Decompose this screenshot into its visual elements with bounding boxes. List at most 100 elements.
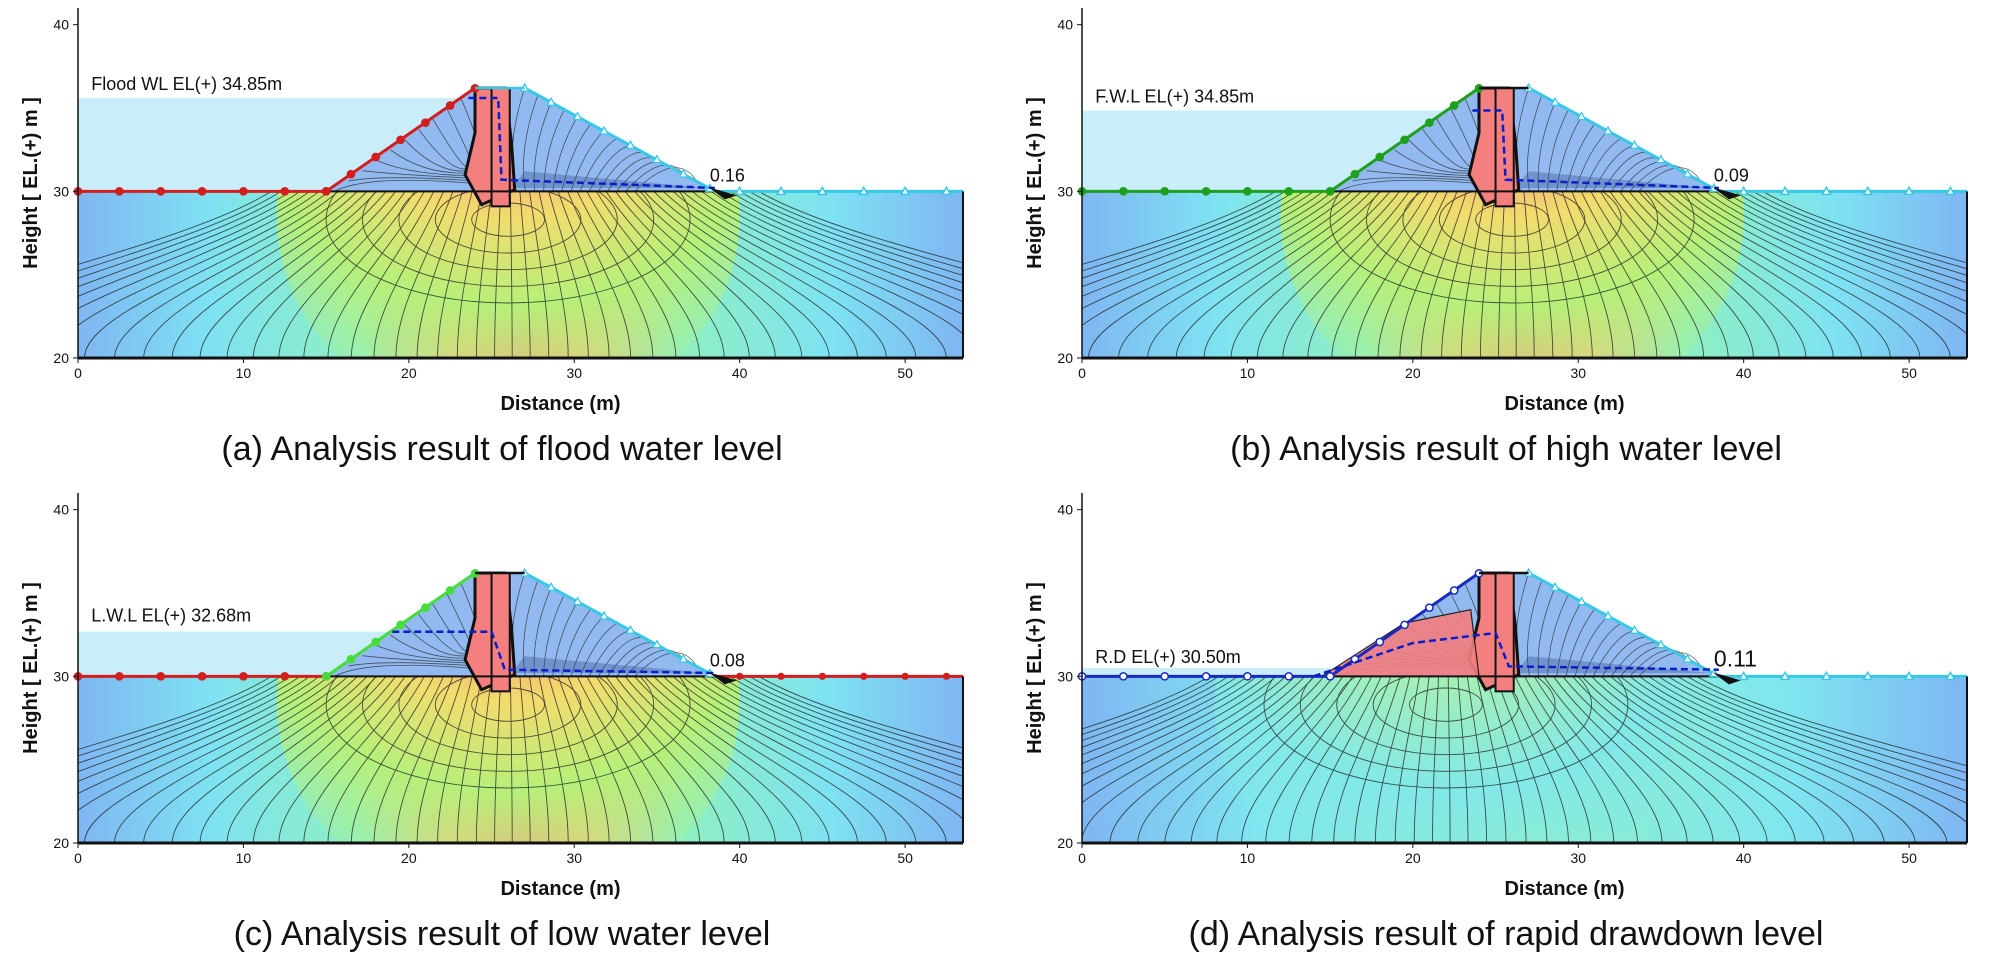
slope-node [1375, 637, 1385, 647]
x-tick-label: 50 [1901, 365, 1917, 381]
panel-low-water-level: 0 10 20 30 40 50 20 30 40 Distance (m) Height [ EL… [0, 485, 1004, 970]
bulb-contour [1263, 676, 1629, 789]
contour-lines [78, 191, 963, 358]
x-tick-label: 50 [1901, 850, 1917, 866]
toe-shade [511, 656, 707, 673]
y-tick-label: 40 [53, 502, 69, 518]
boundary-node [1945, 670, 1956, 681]
x-tick-label: 30 [566, 850, 582, 866]
slope-node [346, 654, 356, 664]
slope-node [651, 639, 663, 649]
y-tick-label: 20 [53, 835, 69, 851]
bulb-contour [1299, 676, 1592, 772]
slope-node [1602, 610, 1614, 620]
x-tick-label: 40 [732, 365, 748, 381]
foundation-layer [78, 191, 963, 358]
x-axis-title: Distance (m) [1504, 878, 1624, 900]
exit-gradient-label: 0.16 [710, 165, 745, 185]
slope-node [421, 603, 430, 613]
slope-node [371, 637, 381, 647]
y-tick-label: 30 [53, 183, 69, 199]
boundary-node [1903, 185, 1915, 196]
boundary-node [1945, 185, 1956, 196]
slope-node [1325, 186, 1335, 196]
contour-lines [1082, 191, 1967, 358]
y-tick-label: 20 [1057, 835, 1073, 851]
boundary-node [156, 671, 166, 681]
boundary-node [1779, 670, 1791, 681]
slope-node [545, 97, 557, 106]
boundary-node [1284, 671, 1294, 681]
slope-node [396, 620, 405, 630]
foundation-layer [78, 676, 963, 843]
exit-gradient-label: 0.11 [1714, 645, 1757, 671]
boundary-node [818, 672, 826, 680]
boundary-node [1779, 185, 1791, 196]
boundary-node [1201, 186, 1211, 196]
boundary-node [775, 185, 787, 196]
slope-node [445, 586, 455, 595]
boundary-node [1201, 671, 1211, 681]
panel-caption: (a) Analysis result of flood water level [221, 430, 783, 468]
slope-node [346, 169, 356, 179]
bulb-contour [398, 676, 618, 756]
boundary-node [239, 671, 248, 681]
slope-node [1576, 111, 1587, 121]
bulb-contour [398, 191, 618, 271]
boundary-node [1119, 671, 1128, 681]
panel-high-water-level: 0 10 20 30 40 50 20 30 40 Distance (m) Height [ EL… [1004, 0, 2008, 485]
water-level-label: F.W.L EL(+) 34.85m [1095, 87, 1254, 107]
slope-node [1655, 154, 1667, 164]
y-tick-label: 40 [53, 17, 69, 33]
slope-node [1576, 596, 1587, 606]
boundary-node [1243, 186, 1252, 196]
pore-pressure-field [276, 676, 740, 843]
slope-node [678, 653, 689, 663]
boundary-node [1119, 186, 1128, 196]
bulb-contour [325, 676, 691, 789]
slope-node [572, 111, 583, 121]
boundary-node [777, 672, 785, 680]
boundary-node [1738, 185, 1749, 196]
boundary-node [736, 672, 744, 680]
x-tick-label: 0 [1078, 365, 1086, 381]
boundary-node [239, 186, 248, 196]
foundation-layer [1082, 191, 1967, 358]
toe-shade [511, 171, 707, 188]
toe-shade [1515, 171, 1711, 188]
boundary-node [197, 186, 207, 196]
x-tick-label: 10 [1240, 365, 1256, 381]
x-tick-label: 30 [1570, 365, 1586, 381]
bulb-contour [1438, 191, 1586, 254]
x-tick-label: 20 [1405, 365, 1421, 381]
slope-node [1325, 671, 1335, 681]
bulb-contour [434, 676, 582, 739]
boundary-node [280, 186, 290, 196]
x-tick-label: 20 [401, 850, 417, 866]
slope-node [1350, 169, 1360, 179]
y-tick-label: 40 [1057, 502, 1073, 518]
pore-pressure-field [276, 191, 740, 358]
slope-node [1449, 101, 1459, 110]
phreatic-line [392, 630, 715, 675]
water-level-label: R.D EL(+) 30.50m [1095, 647, 1241, 667]
seepage-plot-drawdown: 0 10 20 30 40 50 20 30 40 Distance (m) Height [ EL… [1024, 493, 1968, 900]
y-axis-title: Height [ EL.(+) m ] [20, 97, 42, 269]
bulb-contour [1366, 191, 1659, 287]
x-tick-label: 10 [1240, 850, 1256, 866]
bulb-contour [362, 676, 655, 772]
x-tick-label: 50 [897, 365, 913, 381]
slope-node [1629, 625, 1640, 634]
bulb-contour [325, 191, 691, 304]
x-tick-label: 40 [732, 850, 748, 866]
slope-node [421, 118, 430, 128]
exit-gradient-label: 0.08 [710, 650, 745, 670]
slope-node [1655, 639, 1667, 649]
slope-node [625, 625, 636, 634]
y-axis-title: Height [ EL.(+) m ] [20, 582, 42, 754]
slope-node [1449, 586, 1459, 595]
boundary-node [115, 186, 124, 196]
embankment-contours [334, 87, 698, 192]
bulb-contour [1372, 676, 1520, 739]
exit-gradient-arrow [1712, 672, 1741, 685]
